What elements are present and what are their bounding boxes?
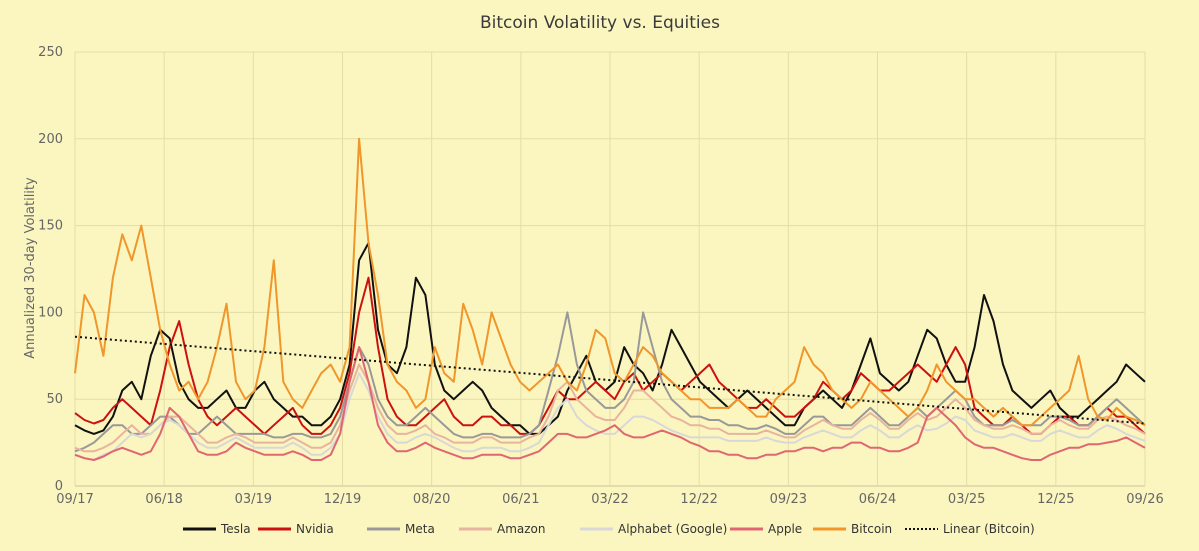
legend-label: Nvidia — [296, 522, 334, 536]
x-tick-label: 06/18 — [145, 492, 182, 507]
series-line-bitcoin — [74, 137, 1146, 427]
x-tick-label: 08/20 — [413, 492, 450, 507]
y-tick-label: 50 — [46, 392, 63, 407]
x-tick-label: 12/25 — [1037, 492, 1074, 507]
legend-label: Alphabet (Google) — [618, 522, 727, 536]
y-tick-label: 150 — [38, 219, 63, 234]
series-layer — [74, 137, 1146, 461]
legend: Tesla Nvidia Meta Amazon Alphabet (Google) Ap… — [183, 522, 1035, 536]
x-tick-label: 03/22 — [591, 492, 628, 507]
x-tick-label: 12/22 — [680, 492, 717, 507]
legend-label: Amazon — [497, 522, 546, 536]
x-tick-label: 03/25 — [948, 492, 985, 507]
legend-label: Bitcoin — [851, 522, 892, 536]
series-line-alphabet-google — [74, 372, 1146, 461]
series-line-amazon — [74, 363, 1146, 453]
series-line-nvidia — [74, 276, 1146, 435]
legend-label: Tesla — [220, 522, 251, 536]
x-tick-label: 06/21 — [502, 492, 539, 507]
grid-layer — [74, 51, 1146, 487]
series-line-meta — [74, 311, 1146, 453]
series-line-apple — [74, 346, 1146, 461]
x-tick-label: 06/24 — [859, 492, 896, 507]
x-tick-label: 09/23 — [770, 492, 807, 507]
chart-title: Bitcoin Volatility vs. Equities — [480, 13, 720, 33]
x-tick-label: 09/17 — [56, 492, 93, 507]
y-tick-label: 250 — [38, 45, 63, 60]
tick-layer: 0 50 100 150 200 250 09/17 06/18 03/19 12/19 08/20… — [38, 45, 1164, 507]
y-tick-label: 100 — [38, 305, 63, 320]
y-tick-label: 200 — [38, 132, 63, 147]
x-tick-label: 03/19 — [235, 492, 272, 507]
y-axis-label: Annualized 30-day Volatility — [23, 177, 38, 359]
legend-label: Meta — [405, 522, 435, 536]
legend-label: Linear (Bitcoin) — [943, 522, 1035, 536]
series-line-linear-bitcoin — [74, 335, 1146, 425]
legend-label: Apple — [768, 522, 802, 536]
x-tick-label: 12/19 — [324, 492, 361, 507]
y-tick-label: 0 — [55, 479, 63, 494]
x-tick-label: 09/26 — [1126, 492, 1163, 507]
